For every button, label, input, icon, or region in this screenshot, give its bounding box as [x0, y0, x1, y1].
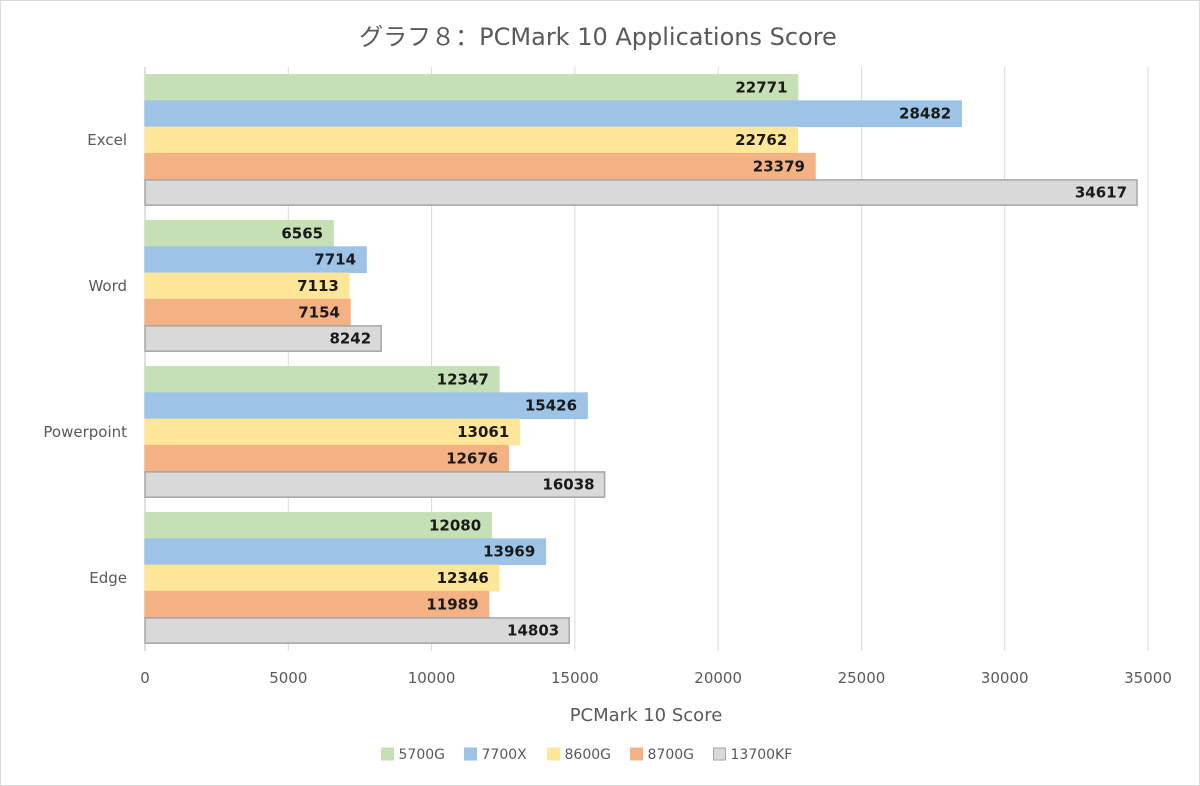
data-label: 6565	[281, 224, 323, 242]
x-tick-labels: 0 5000 10000 15000 20000 25000 30000 35000	[140, 669, 1172, 687]
bar-8600g-word	[144, 272, 350, 300]
data-label: 12347	[437, 370, 489, 388]
bar-8700g-word	[144, 298, 351, 326]
data-label: 7714	[314, 251, 356, 269]
data-label: 15426	[525, 397, 577, 415]
bars: 22771 28482 22762 23379 34617 6565 7714 7113 715…	[144, 74, 1138, 644]
category-label: Edge	[89, 569, 127, 587]
bar-8600g-powerpoint	[144, 418, 521, 446]
data-label: 13061	[457, 423, 509, 441]
legend-label: 7700X	[482, 747, 528, 763]
bar-5700g-powerpoint	[144, 366, 500, 393]
bar-7700x-word	[144, 246, 367, 274]
bar-8600g-edge	[144, 564, 500, 592]
bar-13700kf-edge	[144, 617, 570, 644]
legend-swatch-7700x	[464, 747, 477, 761]
x-tick-label: 25000	[838, 669, 886, 687]
data-label: 7154	[298, 303, 340, 321]
legend-label: 8700G	[648, 747, 694, 763]
x-axis-title: PCMark 10 Score	[570, 705, 723, 726]
legend-label: 5700G	[399, 747, 445, 763]
data-label: 7113	[297, 277, 339, 295]
data-label: 13969	[483, 543, 535, 561]
bar-8600g-excel	[144, 126, 799, 154]
bar-8700g-powerpoint	[144, 444, 510, 472]
legend-swatch-8600g	[547, 747, 560, 761]
bar-13700kf-powerpoint	[144, 471, 606, 498]
data-label: 28482	[899, 105, 951, 123]
x-tick-label: 35000	[1124, 669, 1172, 687]
legend: 5700G 7700X 8600G 8700G 13700KF	[381, 747, 793, 763]
bar-5700g-edge	[144, 512, 492, 539]
data-label: 22771	[735, 78, 787, 96]
x-tick-label: 15000	[551, 669, 599, 687]
data-label: 22762	[735, 131, 787, 149]
data-label: 14803	[507, 622, 559, 640]
data-label: 23379	[753, 157, 805, 175]
data-label: 8242	[329, 330, 371, 348]
x-tick-label: 5000	[269, 669, 307, 687]
category-label: Powerpoint	[43, 423, 127, 441]
bar-7700x-excel	[144, 100, 962, 128]
category-label: Word	[88, 277, 127, 295]
bar-8700g-excel	[144, 152, 816, 180]
legend-swatch-13700kf	[713, 747, 726, 761]
bar-5700g-excel	[144, 74, 799, 101]
legend-label: 8600G	[565, 747, 611, 763]
data-label: 12346	[437, 569, 489, 587]
category-labels: Excel Word Powerpoint Edge	[43, 131, 127, 587]
chart-title: グラフ８：PCMark 10 Applications Score	[359, 23, 837, 51]
bar-13700kf-excel	[144, 179, 1138, 206]
bar-5700g-word	[144, 220, 334, 247]
data-label: 34617	[1075, 184, 1127, 202]
bar-7700x-powerpoint	[144, 392, 588, 420]
x-tick-label: 20000	[694, 669, 742, 687]
legend-label: 13700KF	[731, 747, 793, 763]
x-tick-label: 0	[140, 669, 150, 687]
legend-swatch-8700g	[630, 747, 643, 761]
legend-swatch-5700g	[381, 747, 394, 761]
bar-13700kf-word	[144, 325, 382, 352]
bar-7700x-edge	[144, 538, 547, 566]
x-tick-label: 30000	[981, 669, 1029, 687]
data-label: 12080	[429, 516, 481, 534]
data-label: 16038	[542, 476, 594, 494]
data-label: 12676	[446, 449, 498, 467]
category-label: Excel	[87, 131, 127, 149]
bar-8700g-edge	[144, 590, 490, 618]
x-tick-label: 10000	[408, 669, 456, 687]
data-label: 11989	[426, 595, 478, 613]
